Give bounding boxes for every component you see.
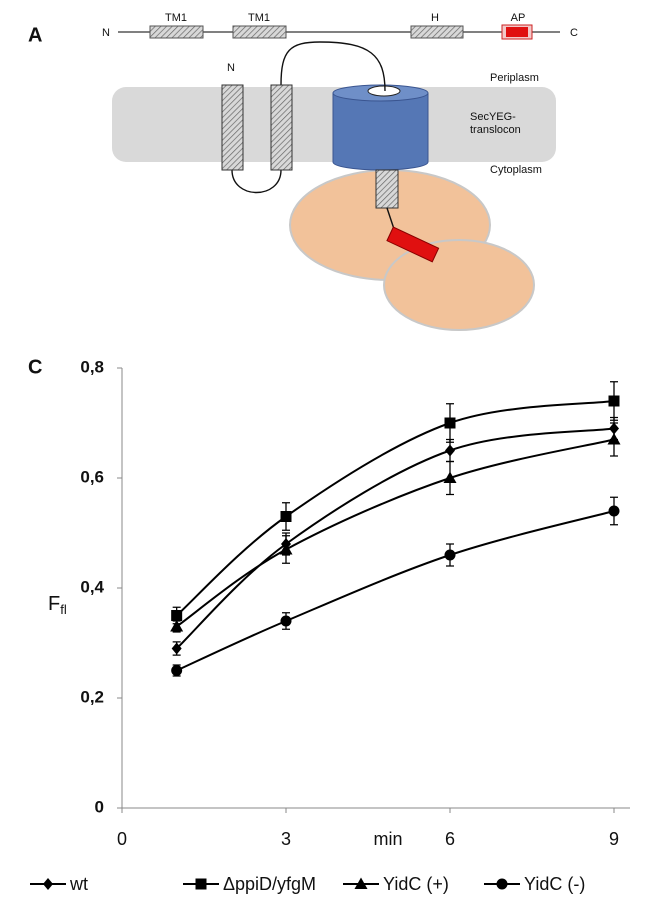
h-helix: [376, 170, 398, 208]
x-tick-label: 9: [609, 829, 619, 849]
data-point: [281, 616, 292, 627]
tm-label: TM1: [248, 12, 270, 24]
loop: [281, 42, 385, 91]
series-line: [177, 511, 614, 671]
tm-box: [233, 26, 286, 38]
tm-helix: [222, 85, 243, 170]
panel-label: A: [28, 24, 42, 46]
y-tick-label: 0,8: [80, 357, 104, 376]
series-line: [177, 440, 614, 627]
ap-box: [506, 27, 528, 37]
y-axis-label-sub: fl: [60, 602, 67, 617]
periplasm: Periplasm: [490, 72, 539, 84]
translocon-label: translocon: [470, 124, 521, 136]
legend-marker: [196, 879, 207, 890]
legend-label: YidC (-): [524, 874, 585, 894]
series-line: [177, 429, 614, 649]
y-axis-label: Ffl: [48, 593, 67, 617]
data-point: [280, 543, 293, 555]
data-point: [445, 445, 455, 457]
x-tick-label: 0: [117, 829, 127, 849]
y-tick-label: 0,6: [80, 467, 104, 486]
legend-label: ΔppiD/yfgM: [223, 874, 316, 894]
n-label: N: [227, 62, 235, 74]
data-point: [609, 506, 620, 517]
x-axis-label: min: [373, 829, 402, 849]
translocon-pore: [368, 86, 400, 96]
data-point: [171, 665, 182, 676]
x-tick-label: 6: [445, 829, 455, 849]
panel-label: C: [28, 356, 42, 378]
loop: [232, 170, 281, 193]
translocon-label: SecYEG-: [470, 111, 516, 123]
data-point: [281, 511, 292, 522]
data-point: [445, 550, 456, 561]
translocon: [333, 93, 428, 170]
data-point: [608, 433, 621, 445]
y-axis-label-main: F: [48, 593, 60, 615]
data-point: [170, 620, 183, 632]
ribosome-small: [384, 240, 534, 330]
tm-label: TM1: [165, 12, 187, 24]
data-point: [445, 418, 456, 429]
figure: A N C TM1 TM1 H AP N Periplasm SecYEG- t…: [0, 0, 649, 901]
x-tick-label: 3: [281, 829, 291, 849]
n-terminus: N: [102, 27, 110, 39]
y-tick-label: 0,2: [80, 687, 104, 706]
h-label: H: [431, 12, 439, 24]
legend-label: YidC (+): [383, 874, 449, 894]
cytoplasm: Cytoplasm: [490, 164, 542, 176]
y-tick-label: 0,4: [80, 577, 104, 596]
data-point: [609, 396, 620, 407]
legend-marker: [43, 878, 53, 890]
tm-box: [150, 26, 203, 38]
data-point: [171, 610, 182, 621]
c-terminus: C: [570, 27, 578, 39]
tm-helix: [271, 85, 292, 170]
legend-marker: [497, 879, 508, 890]
h-box: [411, 26, 463, 38]
y-tick-label: 0: [95, 797, 104, 816]
legend-label: wt: [69, 874, 88, 894]
ap-label: AP: [511, 12, 526, 24]
